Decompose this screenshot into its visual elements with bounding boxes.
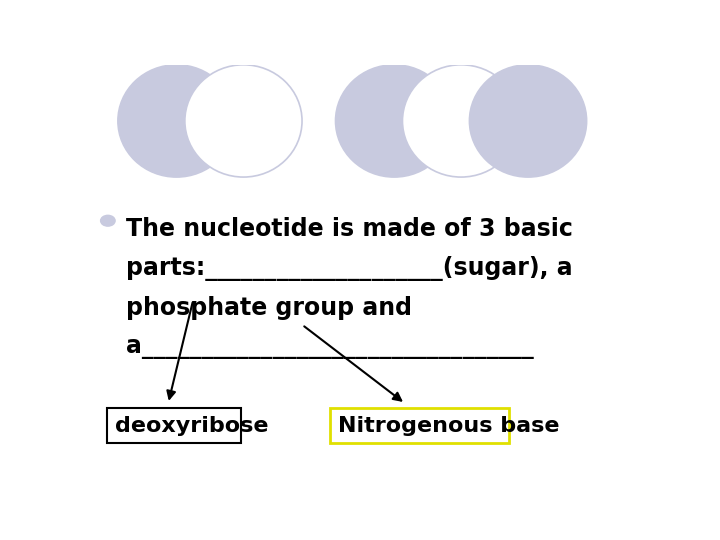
Text: The nucleotide is made of 3 basic: The nucleotide is made of 3 basic [126, 217, 573, 240]
Text: parts:____________________(sugar), a: parts:____________________(sugar), a [126, 256, 573, 281]
FancyBboxPatch shape [107, 408, 240, 443]
Ellipse shape [336, 65, 453, 177]
Text: phosphate group and: phosphate group and [126, 295, 413, 320]
FancyBboxPatch shape [330, 408, 508, 443]
Ellipse shape [185, 65, 302, 177]
Text: Nitrogenous base: Nitrogenous base [338, 415, 560, 435]
Ellipse shape [469, 65, 587, 177]
Ellipse shape [402, 65, 520, 177]
Ellipse shape [118, 65, 235, 177]
Text: a_________________________________: a_________________________________ [126, 335, 534, 359]
Text: deoxyribose: deoxyribose [115, 415, 269, 435]
Circle shape [101, 215, 115, 226]
